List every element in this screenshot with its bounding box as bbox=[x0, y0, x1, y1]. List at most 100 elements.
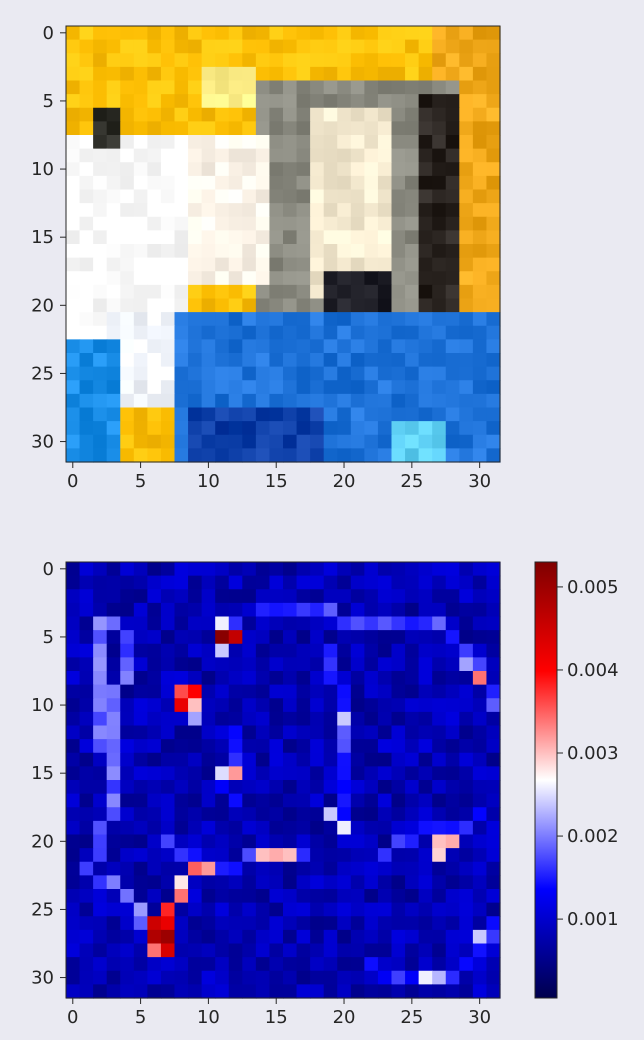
saliency-pixel bbox=[228, 943, 243, 958]
image-pixel bbox=[160, 66, 176, 82]
saliency-pixel bbox=[405, 725, 420, 740]
image-pixel bbox=[296, 271, 311, 286]
image-pixel bbox=[147, 121, 162, 136]
image-pixel bbox=[255, 53, 271, 68]
saliency-pixel bbox=[377, 929, 393, 945]
image-pixel bbox=[201, 230, 216, 245]
saliency-pixel bbox=[174, 630, 189, 645]
saliency-pixel bbox=[323, 575, 338, 590]
saliency-pixel bbox=[472, 916, 488, 931]
image-pixel bbox=[405, 380, 420, 395]
image-pixel bbox=[296, 230, 311, 245]
saliency-pixel bbox=[188, 820, 203, 836]
saliency-pixel bbox=[215, 902, 230, 917]
saliency-pixel bbox=[296, 684, 311, 699]
image-pixel bbox=[337, 380, 352, 395]
saliency-pixel bbox=[350, 848, 365, 863]
saliency-pixel bbox=[120, 916, 135, 931]
image-pixel bbox=[350, 434, 365, 449]
saliency-pixel bbox=[228, 916, 243, 931]
saliency-pixel bbox=[66, 657, 81, 672]
saliency-pixel bbox=[445, 834, 460, 849]
image-pixel bbox=[201, 366, 216, 381]
saliency-pixel bbox=[405, 916, 420, 931]
saliency-pixel bbox=[174, 643, 189, 658]
saliency-pixel bbox=[310, 943, 325, 958]
saliency-pixel bbox=[350, 902, 365, 917]
saliency-pixel bbox=[323, 739, 338, 754]
image-pixel bbox=[486, 216, 501, 231]
saliency-pixel bbox=[255, 957, 271, 972]
image-pixel bbox=[215, 366, 230, 381]
image-pixel bbox=[174, 325, 189, 340]
image-pixel bbox=[391, 203, 406, 218]
saliency-pixel bbox=[269, 780, 284, 795]
image-pixel bbox=[418, 448, 433, 463]
saliency-pixel bbox=[337, 780, 352, 795]
image-pixel bbox=[147, 434, 162, 449]
image-pixel bbox=[337, 94, 352, 109]
image-pixel bbox=[201, 39, 216, 54]
image-pixel bbox=[201, 80, 216, 95]
saliency-pixel bbox=[445, 616, 460, 631]
image-pixel bbox=[350, 230, 365, 245]
image-pixel bbox=[405, 175, 420, 191]
saliency-pixel bbox=[472, 970, 488, 985]
image-pixel bbox=[120, 434, 135, 449]
saliency-pixel bbox=[242, 711, 257, 727]
saliency-pixel bbox=[120, 575, 135, 590]
image-pixel bbox=[93, 148, 108, 163]
saliency-pixel bbox=[242, 752, 257, 767]
saliency-pixel bbox=[310, 711, 325, 727]
image-pixel bbox=[323, 66, 338, 82]
image-pixel bbox=[364, 175, 379, 191]
saliency-pixel bbox=[472, 630, 488, 645]
image-pixel bbox=[66, 148, 81, 163]
image-pixel bbox=[445, 230, 460, 245]
image-pixel bbox=[377, 393, 393, 409]
saliency-pixel bbox=[147, 684, 162, 699]
saliency-pixel bbox=[445, 929, 460, 945]
image-pixel bbox=[364, 39, 379, 54]
image-pixel bbox=[377, 80, 393, 95]
image-pixel bbox=[228, 312, 243, 327]
image-pixel bbox=[228, 421, 243, 436]
saliency-pixel bbox=[364, 820, 379, 836]
image-pixel bbox=[364, 162, 379, 177]
image-pixel bbox=[337, 53, 352, 68]
image-pixel bbox=[310, 148, 325, 163]
image-pixel bbox=[201, 407, 216, 422]
image-pixel bbox=[228, 339, 243, 354]
image-pixel bbox=[93, 162, 108, 177]
saliency-pixel bbox=[106, 807, 121, 822]
image-pixel bbox=[283, 380, 298, 395]
saliency-pixel bbox=[93, 861, 108, 876]
saliency-pixel bbox=[269, 671, 284, 686]
saliency-pixel bbox=[391, 916, 406, 931]
saliency-pixel bbox=[79, 698, 94, 713]
saliency-pixel bbox=[147, 875, 162, 890]
image-pixel bbox=[432, 271, 447, 286]
image-pixel bbox=[160, 448, 176, 463]
image-pixel bbox=[486, 203, 501, 218]
saliency-pixel bbox=[228, 807, 243, 822]
saliency-pixel bbox=[283, 970, 298, 985]
saliency-pixel bbox=[486, 902, 501, 917]
image-pixel bbox=[242, 26, 257, 41]
saliency-pixel bbox=[310, 902, 325, 917]
image-pixel bbox=[188, 135, 203, 150]
saliency-pixel bbox=[133, 671, 148, 686]
image-pixel bbox=[66, 39, 81, 54]
image-pixel bbox=[66, 366, 81, 381]
image-pixel bbox=[269, 257, 284, 272]
saliency-pixel bbox=[133, 766, 148, 781]
saliency-pixel bbox=[147, 848, 162, 863]
image-pixel bbox=[405, 312, 420, 327]
image-pixel bbox=[255, 107, 271, 122]
image-pixel bbox=[174, 175, 189, 191]
image-pixel bbox=[215, 230, 230, 245]
image-pixel bbox=[486, 107, 501, 122]
saliency-pixel bbox=[269, 861, 284, 876]
image-pixel bbox=[391, 244, 406, 259]
saliency-pixel bbox=[391, 984, 406, 999]
